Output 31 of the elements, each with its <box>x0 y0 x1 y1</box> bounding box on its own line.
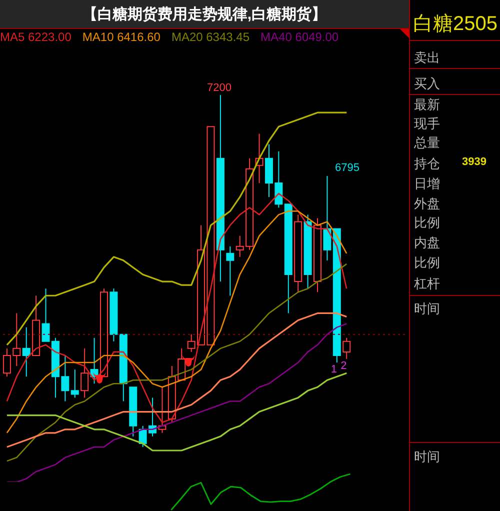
text: 日增 <box>414 175 440 193</box>
candlestick <box>70 369 79 398</box>
text: MA40 6049.00 <box>260 30 339 44</box>
candlestick <box>226 246 234 296</box>
annotation: 1 <box>330 364 337 376</box>
text: MA10 6416.60 <box>82 30 160 44</box>
text: 比例 <box>414 254 440 272</box>
text: 内盘 <box>414 234 440 252</box>
text: 总量 <box>414 134 440 152</box>
text: 白糖2505 <box>413 12 498 37</box>
text: 杠杆 <box>414 275 440 293</box>
text: 现手 <box>414 115 440 133</box>
annotation: 6795 <box>335 162 360 174</box>
text: 外盘 <box>414 195 440 213</box>
text: MA20 6343.45 <box>171 30 250 44</box>
candlestick <box>342 337 351 360</box>
text: 3939 <box>462 156 486 168</box>
text: 时间 <box>414 448 440 466</box>
chart-title: 【白糖期货费用走势规律,白糖期货】 <box>81 5 328 24</box>
text: 7200 <box>207 82 232 94</box>
text: 持仓 <box>414 155 440 173</box>
candlestick <box>22 326 30 378</box>
text: 时间 <box>414 300 440 318</box>
text: 比例 <box>414 214 440 232</box>
text: 买入 <box>414 75 440 93</box>
text: 卖出 <box>414 49 440 67</box>
annotation: 2 <box>340 360 347 372</box>
text: 最新 <box>414 96 440 114</box>
candlestick <box>323 175 332 261</box>
candlestick <box>80 348 89 398</box>
text: MA5 6223.00 <box>0 30 72 44</box>
